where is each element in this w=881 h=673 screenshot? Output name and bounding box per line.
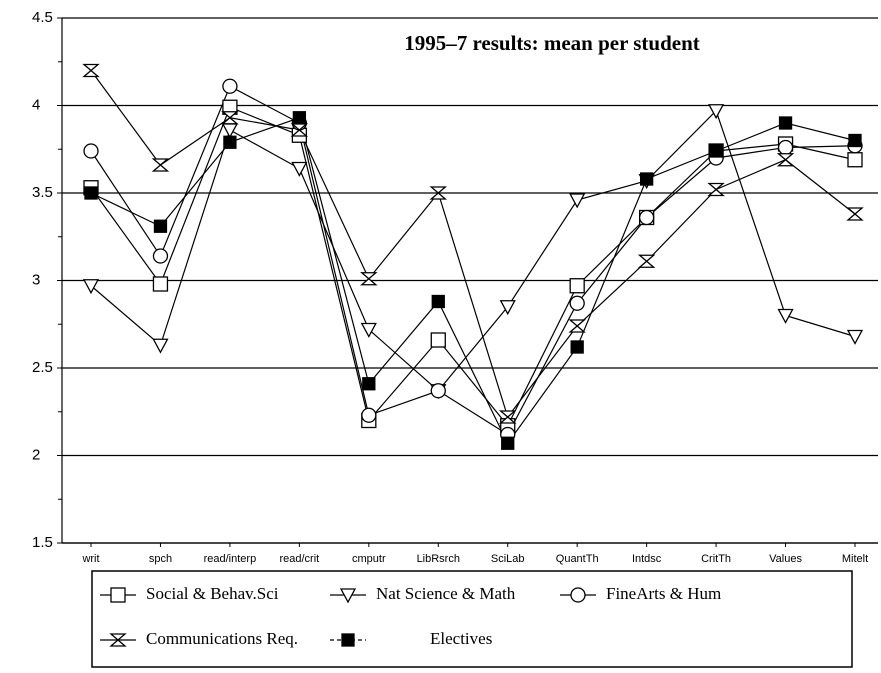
marker-filled-square bbox=[84, 186, 98, 200]
marker-hourglass bbox=[109, 633, 127, 647]
series-line bbox=[90, 116, 856, 445]
marker-circle bbox=[569, 295, 585, 311]
marker-hourglass bbox=[221, 111, 239, 125]
marker-square bbox=[430, 332, 446, 348]
marker-circle bbox=[570, 587, 586, 603]
x-tick-label: LibRsrch bbox=[417, 553, 460, 565]
legend-label: Nat Science & Math bbox=[376, 584, 516, 603]
marker-filled-square bbox=[570, 340, 584, 354]
x-tick-label: read/interp bbox=[204, 553, 257, 565]
marker-triangle bbox=[708, 104, 725, 120]
marker-triangle bbox=[152, 338, 169, 354]
x-tick-label: Values bbox=[769, 553, 802, 565]
marker-hourglass bbox=[707, 182, 725, 197]
series-line bbox=[90, 106, 856, 427]
marker-filled-square bbox=[362, 377, 376, 391]
legend-item: FineArts & Hum bbox=[560, 584, 721, 603]
marker-filled-square bbox=[709, 144, 723, 158]
marker-triangle bbox=[82, 279, 100, 295]
marker-circle bbox=[222, 78, 238, 94]
marker-hourglass bbox=[151, 158, 170, 172]
y-tick-label: 2 bbox=[32, 446, 40, 463]
y-tick-label: 4.5 bbox=[32, 9, 53, 26]
marker-circle bbox=[83, 143, 99, 159]
series-line bbox=[90, 109, 856, 392]
marker-triangle bbox=[499, 300, 516, 316]
marker-triangle bbox=[339, 588, 357, 604]
marker-hourglass bbox=[82, 63, 100, 78]
marker-triangle bbox=[777, 308, 794, 324]
marker-square bbox=[847, 152, 863, 168]
x-tick-label: CritTh bbox=[701, 553, 731, 565]
legend-item: Electives bbox=[330, 629, 492, 648]
marker-filled-square bbox=[292, 111, 307, 125]
marker-hourglass bbox=[637, 254, 656, 268]
marker-hourglass bbox=[776, 153, 795, 167]
marker-filled-square bbox=[341, 633, 355, 647]
marker-filled-square bbox=[223, 135, 237, 149]
marker-triangle bbox=[221, 123, 238, 139]
series-line bbox=[90, 70, 856, 419]
marker-hourglass bbox=[568, 319, 586, 333]
marker-circle bbox=[361, 407, 377, 423]
x-tick-label: Intdsc bbox=[632, 553, 662, 565]
marker-triangle bbox=[360, 322, 377, 338]
marker-filled-square bbox=[778, 116, 793, 130]
marker-circle bbox=[430, 383, 446, 399]
y-tick-label: 1.5 bbox=[32, 534, 53, 551]
x-tick-label: SciLab bbox=[491, 553, 525, 565]
marker-filled-square bbox=[639, 172, 654, 186]
marker-filled-square bbox=[431, 294, 445, 309]
y-tick-label: 3 bbox=[32, 271, 40, 288]
y-tick-label: 4 bbox=[32, 96, 40, 113]
marker-circle bbox=[638, 209, 655, 226]
x-tick-label: spch bbox=[149, 553, 172, 565]
marker-hourglass bbox=[429, 186, 448, 200]
marker-square bbox=[569, 278, 585, 294]
marker-circle bbox=[152, 248, 169, 264]
y-tick-label: 3.5 bbox=[32, 184, 53, 201]
legend-box bbox=[91, 570, 853, 668]
marker-filled-square bbox=[848, 133, 862, 148]
chart-title: 1995–7 results: mean per student bbox=[404, 31, 700, 55]
marker-triangle bbox=[569, 193, 586, 209]
legend-label: Social & Behav.Sci bbox=[146, 584, 279, 603]
marker-hourglass bbox=[360, 272, 378, 286]
marker-triangle bbox=[291, 161, 308, 177]
marker-square bbox=[152, 276, 169, 292]
marker-triangle bbox=[846, 329, 864, 345]
legend-item: Social & Behav.Sci bbox=[100, 584, 279, 603]
legend-item: Communications Req. bbox=[100, 629, 298, 648]
y-tick-label: 2.5 bbox=[32, 359, 53, 376]
legend-item: Nat Science & Math bbox=[330, 584, 516, 604]
legend-label: Communications Req. bbox=[146, 629, 298, 648]
marker-square bbox=[110, 587, 126, 603]
x-tick-label: QuantTh bbox=[556, 553, 599, 565]
x-tick-label: read/crit bbox=[279, 553, 319, 565]
series-line bbox=[90, 85, 856, 436]
legend-label: FineArts & Hum bbox=[606, 584, 721, 603]
marker-hourglass bbox=[498, 410, 517, 424]
legend-label: Electives bbox=[430, 629, 492, 648]
x-tick-label: cmputr bbox=[352, 553, 386, 565]
marker-hourglass bbox=[846, 207, 864, 221]
marker-filled-square bbox=[153, 219, 168, 233]
marker-filled-square bbox=[501, 436, 515, 450]
x-tick-label: Mitelt bbox=[842, 553, 868, 565]
x-tick-label: writ bbox=[81, 553, 99, 565]
marker-circle bbox=[777, 139, 794, 156]
